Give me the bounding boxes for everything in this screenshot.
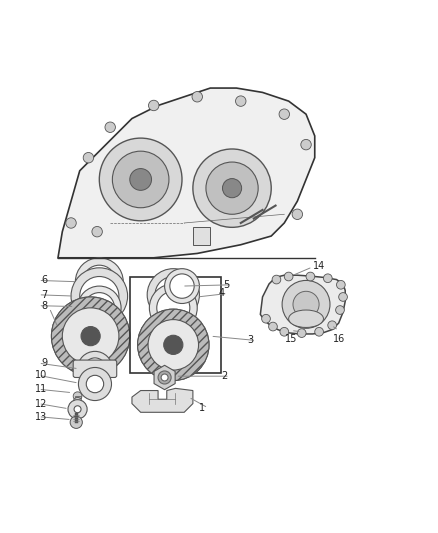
Text: 14: 14 bbox=[313, 261, 325, 271]
Circle shape bbox=[280, 327, 289, 336]
Circle shape bbox=[301, 140, 311, 150]
Text: 16: 16 bbox=[332, 334, 345, 344]
Circle shape bbox=[193, 149, 271, 228]
Text: 1: 1 bbox=[199, 403, 205, 413]
Text: 13: 13 bbox=[35, 411, 47, 422]
Circle shape bbox=[279, 109, 290, 119]
Text: 5: 5 bbox=[223, 280, 230, 290]
Circle shape bbox=[158, 371, 171, 384]
Circle shape bbox=[268, 322, 277, 331]
Circle shape bbox=[105, 122, 116, 133]
Circle shape bbox=[78, 351, 113, 386]
Bar bbox=[130, 277, 221, 373]
Circle shape bbox=[130, 168, 152, 190]
Circle shape bbox=[70, 416, 82, 429]
Circle shape bbox=[51, 297, 130, 375]
Circle shape bbox=[83, 265, 116, 298]
Circle shape bbox=[68, 400, 87, 419]
Polygon shape bbox=[58, 88, 315, 258]
Text: 9: 9 bbox=[41, 358, 47, 368]
Circle shape bbox=[293, 292, 319, 318]
FancyBboxPatch shape bbox=[73, 360, 117, 377]
Circle shape bbox=[157, 292, 190, 325]
Circle shape bbox=[80, 277, 119, 316]
Circle shape bbox=[323, 274, 332, 282]
Circle shape bbox=[164, 335, 183, 354]
Circle shape bbox=[84, 358, 106, 379]
Text: 6: 6 bbox=[41, 276, 47, 286]
Circle shape bbox=[51, 297, 130, 375]
Circle shape bbox=[73, 398, 82, 406]
Text: 10: 10 bbox=[35, 370, 47, 381]
Circle shape bbox=[81, 327, 100, 346]
Circle shape bbox=[315, 327, 323, 336]
Polygon shape bbox=[132, 389, 193, 413]
Circle shape bbox=[75, 258, 123, 305]
Circle shape bbox=[84, 293, 115, 323]
Circle shape bbox=[170, 274, 194, 298]
Bar bbox=[74, 401, 81, 403]
Circle shape bbox=[99, 138, 182, 221]
Text: 7: 7 bbox=[41, 290, 47, 300]
Circle shape bbox=[192, 92, 202, 102]
Circle shape bbox=[66, 218, 76, 228]
Circle shape bbox=[62, 308, 119, 365]
Bar bbox=[74, 396, 81, 398]
Circle shape bbox=[306, 272, 315, 281]
Circle shape bbox=[147, 269, 199, 321]
Circle shape bbox=[78, 286, 121, 329]
Circle shape bbox=[86, 375, 104, 393]
Circle shape bbox=[74, 406, 81, 413]
Text: 2: 2 bbox=[221, 371, 227, 381]
Circle shape bbox=[282, 280, 330, 328]
Circle shape bbox=[206, 162, 258, 214]
Polygon shape bbox=[154, 365, 175, 390]
Circle shape bbox=[92, 227, 102, 237]
Circle shape bbox=[73, 392, 82, 400]
Circle shape bbox=[148, 320, 198, 370]
Circle shape bbox=[223, 179, 242, 198]
Text: 3: 3 bbox=[247, 335, 254, 345]
Circle shape bbox=[155, 277, 191, 313]
Circle shape bbox=[284, 272, 293, 281]
Circle shape bbox=[336, 305, 344, 314]
Circle shape bbox=[83, 152, 94, 163]
Polygon shape bbox=[260, 275, 345, 334]
Circle shape bbox=[297, 329, 306, 337]
Text: 8: 8 bbox=[41, 301, 47, 311]
Circle shape bbox=[261, 314, 270, 323]
Ellipse shape bbox=[289, 310, 323, 327]
Circle shape bbox=[138, 309, 209, 381]
Circle shape bbox=[149, 284, 197, 332]
Text: 12: 12 bbox=[35, 399, 47, 409]
Bar bbox=[193, 228, 210, 245]
Circle shape bbox=[113, 151, 169, 208]
Circle shape bbox=[236, 96, 246, 107]
Circle shape bbox=[138, 309, 209, 381]
Text: 4: 4 bbox=[219, 288, 225, 298]
Circle shape bbox=[292, 209, 303, 220]
Circle shape bbox=[148, 100, 159, 111]
Circle shape bbox=[161, 374, 168, 381]
Circle shape bbox=[339, 293, 347, 301]
Circle shape bbox=[272, 275, 281, 284]
Circle shape bbox=[165, 269, 199, 303]
Circle shape bbox=[336, 280, 345, 289]
Circle shape bbox=[78, 367, 112, 400]
Text: 11: 11 bbox=[35, 384, 47, 394]
Text: 15: 15 bbox=[285, 334, 297, 344]
Circle shape bbox=[71, 268, 127, 325]
Circle shape bbox=[328, 321, 336, 329]
